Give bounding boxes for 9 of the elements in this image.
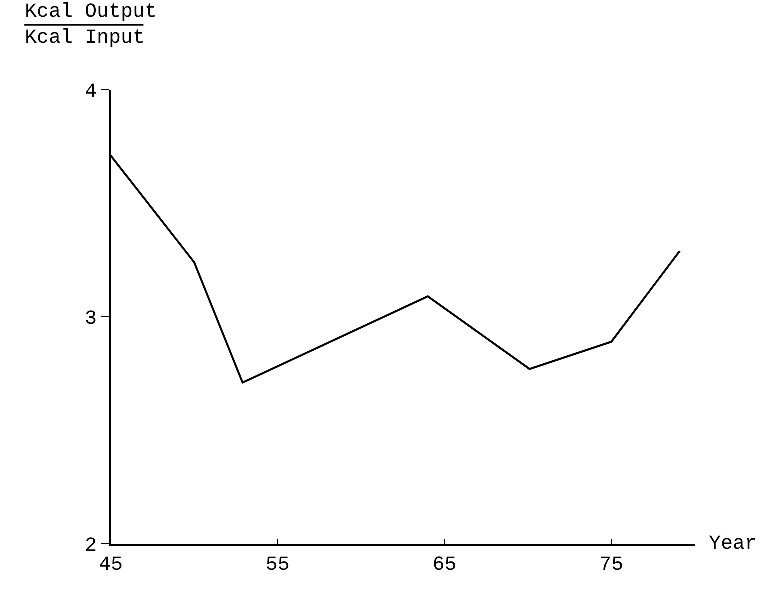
y-tick-label: 2 [84, 535, 97, 558]
x-axis-title: Year [709, 533, 758, 556]
x-tick-label: 65 [432, 554, 457, 577]
y-tick-label: 3 [84, 308, 97, 331]
x-tick-label: 75 [600, 554, 624, 577]
x-tick-label: 55 [266, 554, 290, 577]
y-axis-title: Kcal Output Kcal Input [25, 1, 158, 50]
y-tick-label: 4 [84, 81, 97, 104]
x-tick-label: 45 [98, 554, 124, 577]
